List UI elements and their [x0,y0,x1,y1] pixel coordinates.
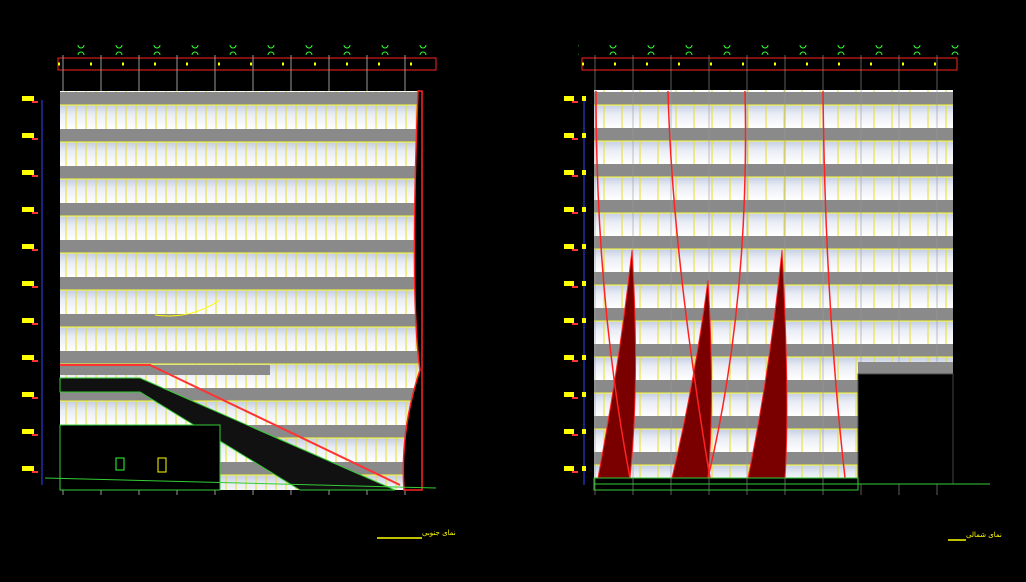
ground-line [44,477,437,489]
ornament [154,299,221,317]
curved-edge [402,90,423,491]
stair-rail [60,364,401,486]
grid-bubbles [578,45,970,55]
level-markers [20,96,42,486]
north-elevation: نمای شمالی [564,45,1002,541]
annex [857,373,954,485]
south-elevation: نمای جنوبی [20,45,456,539]
level-markers [564,96,586,486]
curve [707,90,747,479]
spike [597,249,637,479]
caption: نمای شمالی [966,531,1002,539]
curve [595,90,631,479]
annex-roof [858,362,953,374]
spike [747,249,788,479]
caption: نمای جنوبی [422,529,456,537]
curve [667,90,711,479]
door [115,457,125,471]
curve [822,90,846,479]
plinth [593,477,859,491]
grid-bubbles [48,45,438,55]
door [157,457,167,473]
canopy [60,365,270,375]
stair [59,377,396,491]
